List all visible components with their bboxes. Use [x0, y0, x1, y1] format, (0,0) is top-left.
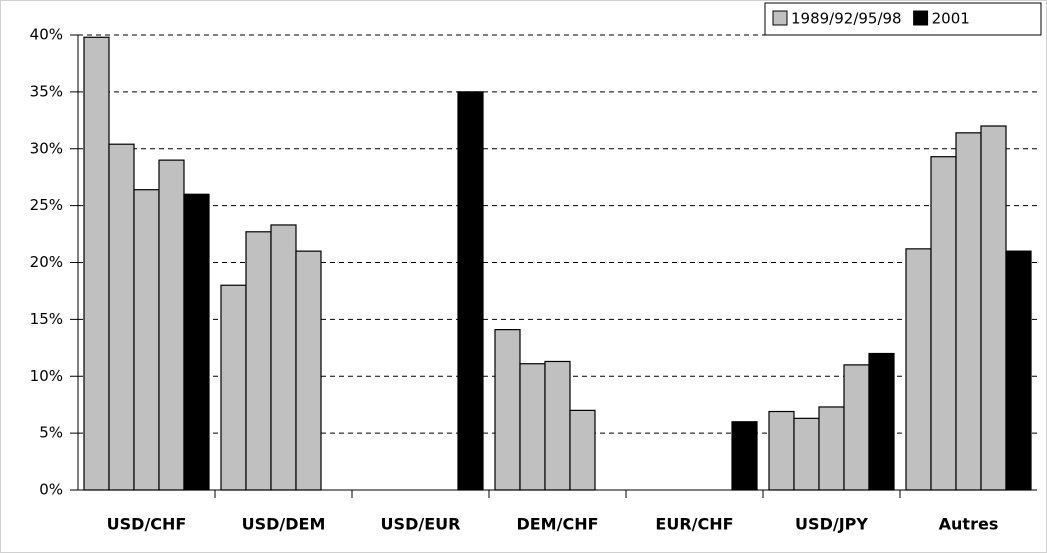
y-tick-label: 10% — [30, 367, 63, 385]
bar — [183, 193, 210, 491]
bar — [818, 406, 845, 491]
bar — [980, 125, 1007, 491]
bar — [457, 91, 484, 491]
x-tick-label: USD/EUR — [381, 515, 461, 534]
bar — [270, 224, 297, 491]
y-tick-label: 5% — [39, 424, 63, 442]
legend-swatch — [913, 10, 929, 26]
bar — [544, 360, 571, 491]
y-tick-label: 20% — [30, 253, 63, 271]
bar — [955, 132, 982, 491]
bar — [83, 36, 110, 491]
x-tick-label: EUR/CHF — [655, 515, 733, 534]
bar — [494, 329, 521, 491]
legend-label: 1989/92/95/98 — [791, 10, 902, 28]
bar — [295, 250, 322, 491]
bar — [905, 248, 932, 491]
legend-label: 2001 — [932, 10, 970, 28]
bar — [1005, 250, 1032, 491]
y-tick-label: 15% — [30, 310, 63, 328]
y-tick-label: 0% — [39, 481, 63, 499]
y-tick-label: 40% — [30, 26, 63, 44]
y-tick-label: 35% — [30, 82, 63, 100]
x-tick-label: DEM/CHF — [516, 515, 598, 534]
bar — [158, 159, 185, 491]
x-tick-label: USD/JPY — [795, 515, 868, 534]
x-tick-label: USD/DEM — [242, 515, 326, 534]
bar — [793, 417, 820, 491]
y-tick-label: 25% — [30, 196, 63, 214]
bar — [245, 231, 272, 491]
legend-box — [764, 2, 1042, 36]
bar — [519, 363, 546, 491]
bar — [133, 189, 160, 491]
legend-swatch — [772, 10, 788, 26]
bar — [731, 421, 758, 491]
bar — [108, 143, 135, 491]
bar — [868, 352, 895, 491]
bar — [930, 156, 957, 491]
bar — [220, 284, 247, 491]
x-tick-label: USD/CHF — [107, 515, 187, 534]
bar — [569, 409, 596, 491]
x-tick-label: Autres — [939, 515, 999, 534]
y-tick-label: 30% — [30, 139, 63, 157]
bar — [768, 410, 795, 491]
bar — [843, 364, 870, 491]
